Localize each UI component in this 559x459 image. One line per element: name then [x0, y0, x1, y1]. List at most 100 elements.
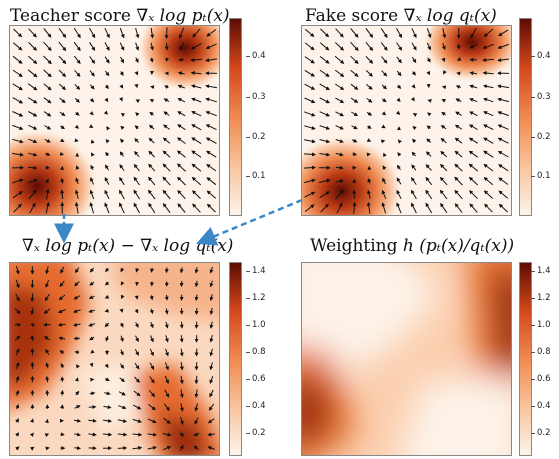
vector-arrow: [381, 189, 387, 199]
vector-arrow: [497, 43, 509, 49]
vector-arrow: [190, 58, 203, 62]
vector-arrow: [191, 150, 202, 158]
vector-arrow: [483, 124, 494, 130]
vector-arrow: [351, 125, 358, 130]
vector-arrow: [149, 111, 154, 116]
vector-arrow: [105, 139, 110, 144]
vector-arrow: [75, 111, 80, 116]
vector-arrow: [148, 150, 155, 158]
vector-arrow: [177, 176, 186, 186]
vector-arrow: [352, 201, 357, 214]
vector-arrow: [454, 189, 463, 200]
vector-arrow: [381, 202, 387, 214]
vector-arrow: [60, 432, 65, 437]
difference-vector-field: [14, 265, 215, 451]
vector-arrow: [381, 84, 387, 90]
vector-arrow: [12, 69, 23, 77]
vector-arrow: [194, 266, 199, 274]
vector-arrow: [104, 308, 109, 313]
vector-arrow: [425, 176, 433, 186]
vector-arrow: [304, 28, 315, 37]
vector-arrow: [426, 57, 431, 63]
vector-arrow: [191, 111, 202, 117]
vector-arrow: [27, 69, 38, 78]
vector-arrow: [207, 446, 215, 450]
vector-arrow: [176, 163, 187, 172]
vector-arrow: [104, 391, 111, 396]
vector-arrow: [439, 189, 448, 200]
vector-arrow: [396, 84, 402, 90]
vector-arrow: [104, 84, 109, 90]
vector-arrow: [134, 348, 139, 356]
vector-arrow: [135, 112, 140, 117]
vector-arrow: [120, 138, 125, 143]
vector-arrow: [89, 70, 95, 77]
vector-arrow: [90, 177, 94, 185]
vector-arrow: [134, 138, 140, 144]
vector-arrow: [27, 83, 38, 91]
vector-arrow: [74, 281, 80, 287]
vector-arrow: [335, 152, 344, 157]
vector-arrow: [15, 361, 20, 369]
vector-arrow: [411, 71, 416, 76]
vector-arrow: [119, 42, 125, 51]
vector-arrow: [483, 163, 494, 172]
vector-arrow: [76, 364, 80, 369]
vector-arrow: [366, 201, 371, 214]
vector-arrow: [162, 176, 171, 186]
vector-arrow: [319, 97, 330, 104]
vector-arrow: [191, 190, 201, 199]
vector-arrow: [469, 111, 478, 117]
vector-arrow: [178, 27, 185, 39]
vector-arrow: [149, 308, 154, 315]
vector-arrow: [135, 42, 140, 51]
vector-arrow: [135, 99, 140, 104]
vector-arrow: [119, 308, 124, 313]
vector-arrow: [150, 267, 154, 273]
vector-arrow: [303, 178, 316, 184]
vector-arrow: [193, 432, 200, 437]
vector-arrow: [134, 362, 140, 370]
vector-arrow: [75, 390, 80, 396]
vector-arrow: [440, 202, 448, 214]
vector-arrow: [208, 403, 215, 411]
vector-arrow: [45, 178, 49, 184]
vector-arrow: [382, 98, 387, 103]
vector-arrow: [334, 55, 345, 64]
vector-arrow: [134, 71, 139, 76]
vector-arrow: [381, 56, 388, 64]
fake-title-math: ∇ₓ log qₜ(x): [403, 6, 497, 26]
vector-arrow: [104, 377, 110, 381]
vector-arrow: [148, 404, 156, 411]
vector-arrow: [43, 28, 52, 38]
vector-arrow: [468, 176, 479, 186]
vector-arrow: [119, 71, 124, 76]
vector-arrow: [396, 70, 402, 77]
vector-arrow: [164, 389, 170, 398]
vector-arrow: [74, 350, 80, 355]
vector-arrow: [12, 55, 23, 64]
vector-arrow: [148, 137, 155, 144]
vector-arrow: [206, 150, 217, 158]
vector-arrow: [75, 165, 80, 170]
vector-arrow: [194, 294, 199, 302]
vector-arrow: [382, 165, 387, 170]
vector-arrow: [45, 348, 50, 355]
vector-arrow: [366, 84, 373, 90]
vector-arrow: [120, 349, 124, 356]
vector-arrow: [14, 308, 21, 315]
vector-arrow: [365, 41, 374, 51]
vector-arrow: [483, 137, 494, 144]
difference-cbar-tick: 1.4: [246, 266, 266, 276]
vector-arrow: [120, 294, 125, 300]
vector-arrow: [164, 27, 169, 40]
vector-arrow: [454, 137, 463, 144]
vector-arrow: [350, 97, 359, 103]
vector-arrow: [412, 125, 417, 131]
vector-arrow: [205, 110, 217, 117]
vector-arrow: [28, 28, 37, 38]
vector-arrow: [367, 124, 372, 129]
vector-arrow: [28, 42, 38, 51]
vector-arrow: [30, 418, 34, 423]
vector-arrow: [135, 27, 140, 39]
